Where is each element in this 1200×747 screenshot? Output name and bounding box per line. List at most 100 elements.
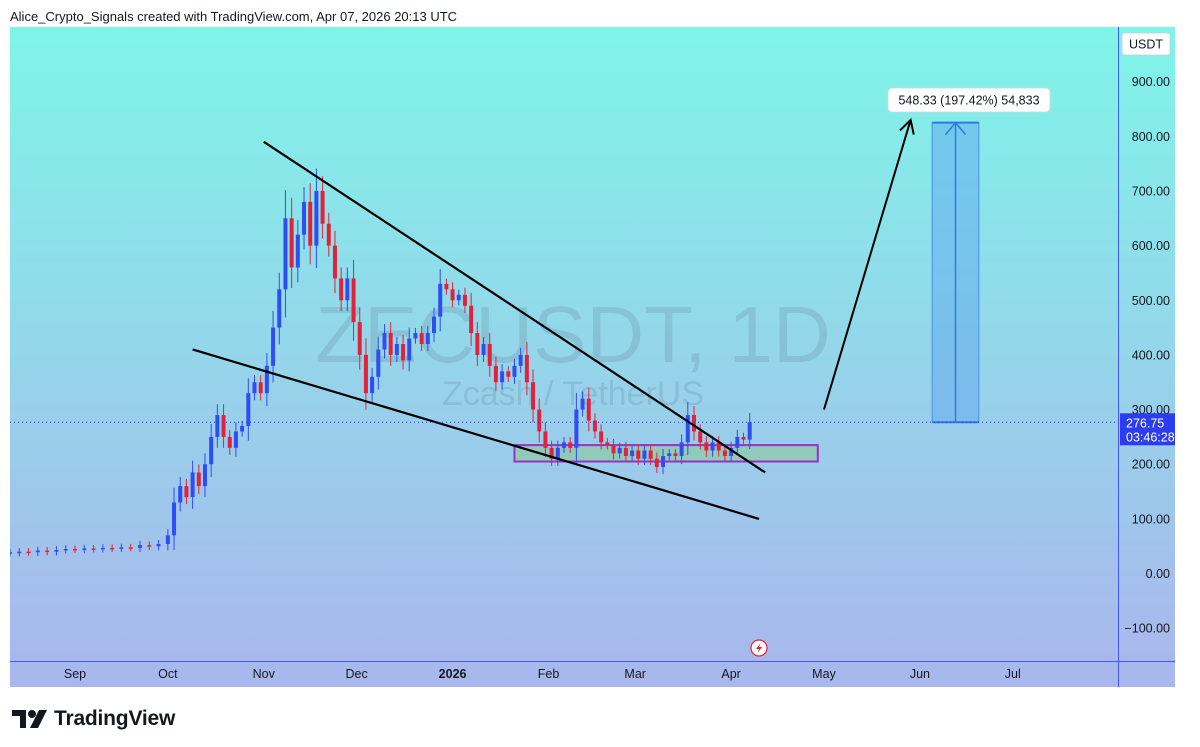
candle-down: [592, 420, 597, 432]
flash-bolt-icon: [756, 643, 762, 653]
candle-down: [289, 218, 294, 268]
candle-up: [413, 333, 418, 339]
candle-up: [394, 344, 399, 355]
candle-down: [462, 294, 467, 306]
watermark-symbol: ZECUSDT, 1D: [315, 290, 831, 379]
candle-up: [10, 552, 12, 554]
candle-down: [128, 547, 133, 549]
chart-credit: Alice_Crypto_Signals created with Tradin…: [10, 9, 458, 24]
candle-up: [165, 535, 170, 545]
candle-up: [345, 278, 350, 301]
time-tick-label: Dec: [346, 667, 368, 681]
axes-layer: 900.00800.00700.00600.00500.00400.00300.…: [10, 27, 1175, 687]
candle-up: [264, 365, 269, 394]
candle-up: [302, 201, 307, 235]
candle-up: [710, 442, 715, 451]
candle-down: [698, 431, 703, 443]
time-tick-label: May: [812, 667, 836, 681]
candle-up: [580, 398, 585, 410]
candle-up: [438, 283, 443, 317]
candle-down: [196, 472, 201, 487]
candle-down: [469, 305, 474, 334]
candle-up: [172, 502, 177, 536]
price-tick-label: 700.00: [1132, 184, 1170, 198]
candle-down: [184, 486, 189, 498]
candle-up: [178, 486, 183, 503]
candle-down: [487, 344, 492, 366]
bar-countdown: 03:46:28: [1126, 430, 1175, 444]
candle-up: [642, 450, 647, 459]
candle-down: [147, 545, 152, 547]
candle-down: [91, 548, 96, 550]
candle-up: [35, 550, 40, 553]
candle-up: [661, 456, 666, 467]
candle-up: [202, 464, 207, 487]
last-price-value: 276.75: [1126, 416, 1164, 430]
candle-up: [156, 544, 161, 547]
chart-area[interactable]: ZECUSDT, 1D Zcash / TetherUS 548.33 (197.…: [10, 27, 1175, 687]
candle-down: [326, 223, 331, 246]
candle-up: [215, 415, 220, 437]
candle-up: [252, 382, 257, 394]
candle-up: [119, 547, 124, 549]
price-tick-label: 400.00: [1132, 348, 1170, 362]
candle-down: [475, 333, 480, 355]
candle-up: [209, 436, 214, 465]
candle-down: [691, 415, 696, 432]
candle-down: [351, 278, 356, 323]
candle-down: [599, 431, 604, 443]
target-arrowhead-icon: [944, 121, 967, 136]
time-tick-label: Sep: [64, 667, 86, 681]
candle-down: [444, 283, 449, 290]
tradingview-mark-icon: [12, 709, 48, 729]
candle-down: [531, 382, 536, 410]
candle-up: [518, 354, 523, 366]
time-tick-label: Jul: [1005, 667, 1021, 681]
candle-down: [673, 453, 678, 457]
watermark-name: Zcash / TetherUS: [442, 375, 704, 413]
candle-up: [370, 376, 375, 394]
candle-down: [339, 278, 344, 301]
candle-up: [574, 409, 579, 448]
plot-background: [10, 27, 1118, 661]
candle-down: [568, 442, 573, 448]
candle-down: [741, 436, 746, 440]
candle-down: [648, 450, 653, 459]
price-tick-label: 100.00: [1132, 512, 1170, 526]
candle-down: [704, 442, 709, 451]
time-tick-label: Feb: [538, 667, 560, 681]
candle-down: [623, 447, 628, 457]
candle-down: [537, 409, 542, 432]
candle-up: [679, 442, 684, 457]
price-tick-label: 900.00: [1132, 75, 1170, 89]
candle-down: [722, 450, 727, 457]
candle-up: [82, 548, 87, 550]
projection-arrowhead-icon: [899, 117, 915, 135]
measure-label-box: [887, 87, 1051, 113]
candle-down: [357, 322, 362, 355]
candle-up: [283, 218, 288, 290]
candle-up: [667, 453, 672, 457]
time-tick-label: 2026: [439, 667, 467, 681]
price-tick-label: −100.00: [1124, 622, 1170, 636]
candle-up: [376, 349, 381, 377]
candle-down: [543, 431, 548, 448]
candle-up: [295, 234, 300, 268]
candle-down: [586, 398, 591, 421]
candle-up: [747, 422, 752, 440]
time-axis-background: [10, 661, 1175, 687]
currency-label: USDT: [1129, 38, 1163, 52]
candle-up: [500, 371, 505, 383]
candle-up: [137, 545, 142, 548]
time-tick-label: Apr: [721, 667, 740, 681]
candle-down: [221, 415, 226, 437]
candle-down: [654, 458, 659, 467]
candle-up: [729, 447, 734, 457]
candle-down: [716, 442, 721, 451]
candle-down: [401, 344, 406, 361]
candle-up: [17, 551, 22, 554]
last-price-tag: [1120, 413, 1175, 446]
candle-up: [271, 327, 276, 366]
candle-up: [382, 333, 387, 350]
